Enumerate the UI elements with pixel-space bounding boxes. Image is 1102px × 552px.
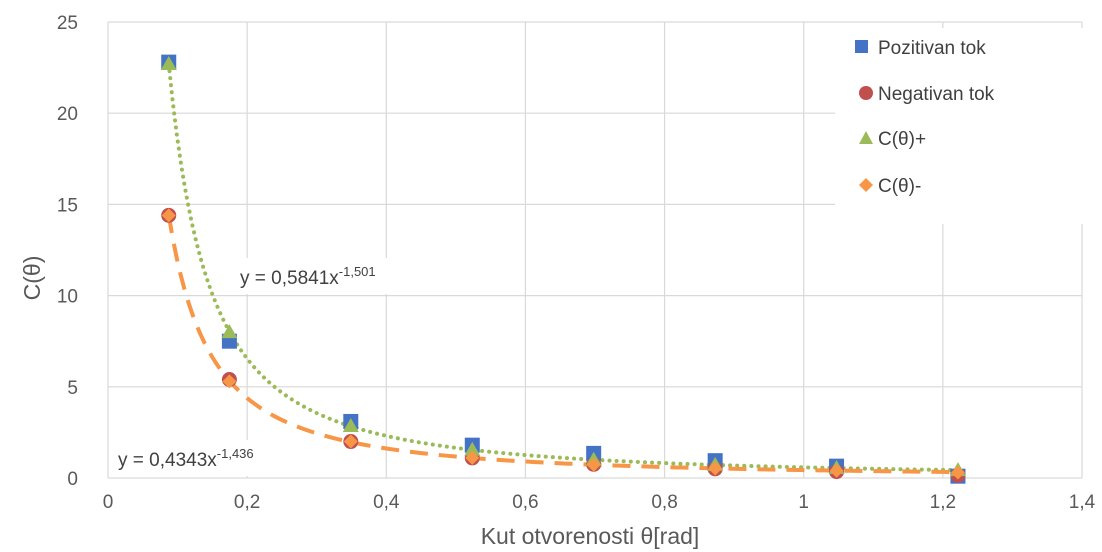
diamond-marker: [586, 457, 601, 472]
x-tick-label: 1,2: [930, 492, 956, 513]
triangle-marker: [221, 324, 238, 339]
diamond-marker: [950, 465, 965, 480]
legend-label-c-plus: C(θ)+: [878, 129, 926, 150]
triangle-marker: [160, 55, 177, 70]
legend-label-pozitivan: Pozitivan tok: [878, 38, 986, 59]
y-axis-title: C(θ): [19, 256, 45, 301]
x-tick-label: 0,8: [651, 492, 677, 513]
legend-marker-triangle-icon: [859, 131, 873, 144]
trend-label-negative: y = 0,4343x-1,436: [112, 440, 288, 476]
x-tick-labels: 0 0,2 0,4 0,6 0,8 1 1,2 1,4: [103, 492, 1096, 513]
trend-label-positive-base: y = 0,5841x: [240, 268, 339, 289]
x-tick-label: 0,2: [234, 492, 260, 513]
diamond-marker: [222, 374, 237, 389]
y-tick-label: 5: [67, 378, 78, 399]
legend-marker-diamond-icon: [859, 178, 873, 192]
svg-text:y = 0,4343x-1,436: y = 0,4343x-1,436: [118, 446, 254, 471]
trendline-negative: [166, 214, 958, 475]
y-tick-labels: 0 5 10 15 20 25: [57, 13, 78, 490]
diamond-marker: [161, 208, 176, 223]
legend-marker-square-icon: [855, 40, 868, 53]
y-tick-label: 10: [57, 287, 78, 308]
y-tick-label: 0: [67, 469, 78, 490]
x-tick-label: 0,6: [512, 492, 538, 513]
diamond-marker: [465, 450, 480, 465]
legend-background: [835, 28, 1083, 224]
trend-label-negative-base: y = 0,4343x: [118, 450, 217, 471]
triangle-marker: [464, 441, 481, 456]
y-tick-label: 25: [57, 13, 78, 34]
data-markers: [160, 54, 966, 484]
y-tick-label: 15: [57, 195, 78, 216]
trend-label-positive-exp: -1,501: [339, 264, 376, 279]
x-tick-label: 1: [798, 492, 809, 513]
triangle-marker: [342, 418, 359, 433]
x-tick-label: 1,4: [1069, 492, 1096, 513]
trend-label-positive-bg: [232, 258, 408, 294]
x-tick-label: 0,4: [373, 492, 400, 513]
trendlines: [166, 61, 960, 475]
legend-label-negativan: Negativan tok: [878, 84, 995, 105]
diamond-marker: [829, 463, 844, 478]
diamond-marker: [343, 434, 358, 449]
legend-marker-circle-icon: [859, 86, 873, 100]
trend-label-negative-bg: [112, 440, 288, 476]
legend-label-c-minus: C(θ)-: [878, 176, 921, 197]
legend: Pozitivan tok Negativan tok C(θ)+ C(θ)-: [835, 28, 1083, 224]
diamond-marker: [708, 461, 723, 476]
x-axis-title: Kut otvorenosti θ[rad]: [481, 523, 700, 549]
y-tick-label: 20: [57, 104, 78, 125]
trend-label-positive: y = 0,5841x-1,501: [232, 258, 408, 294]
trend-label-negative-exp: -1,436: [217, 446, 254, 461]
svg-text:y = 0,5841x-1,501: y = 0,5841x-1,501: [240, 264, 376, 289]
x-tick-label: 0: [103, 492, 114, 513]
